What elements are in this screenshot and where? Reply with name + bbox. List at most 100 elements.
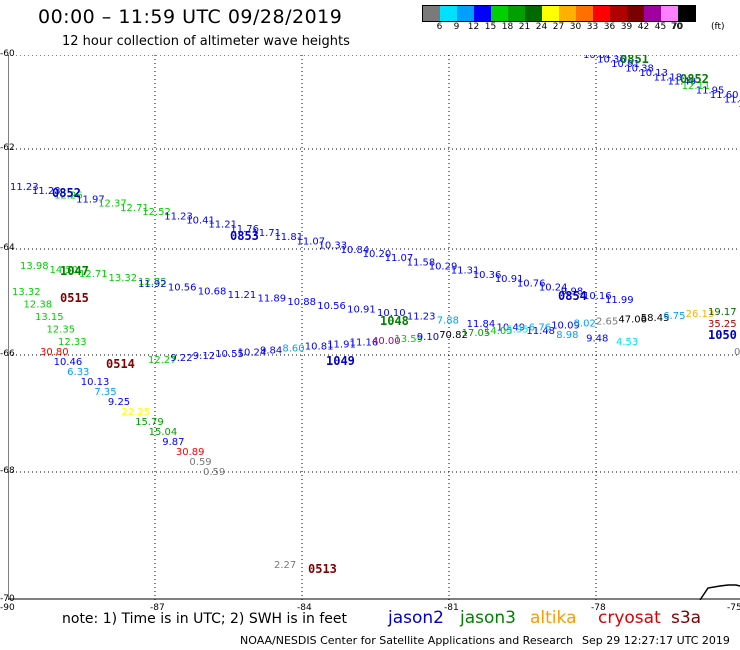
color-swatch <box>610 6 627 21</box>
latitude-label: -64 <box>0 243 15 253</box>
longitude-label: -90 <box>0 603 15 613</box>
wave-height-value: 8.98 <box>556 330 578 341</box>
wave-height-value: 35.25 <box>708 319 737 330</box>
wave-height-value: 11.81 <box>274 232 303 243</box>
wave-height-value: 10.51 <box>583 55 612 61</box>
wave-height-value: 11.29 <box>738 99 740 110</box>
wave-height-value: 10.91 <box>611 59 640 70</box>
page-subtitle: 12 hour collection of altimeter wave hei… <box>62 34 350 49</box>
wave-height-map[interactable]: 10.5110.3610.9110.3810.1311.1811.4912.11… <box>8 55 740 600</box>
wave-height-value: 13.32 <box>109 273 138 284</box>
wave-height-value: 10.46 <box>54 357 83 368</box>
wave-height-value: 10.24 <box>238 347 267 358</box>
wave-height-value: 10.29 <box>429 262 458 273</box>
wave-height-value: 10.33 <box>319 241 348 252</box>
wave-height-value: 11.23 <box>10 182 39 193</box>
color-swatch <box>559 6 576 21</box>
wave-height-value: 0. <box>734 347 740 358</box>
color-swatch <box>440 6 457 21</box>
wave-height-value: 26.13 <box>686 309 715 320</box>
wave-height-value: 12.52 <box>142 207 171 218</box>
wave-height-value: 12.75 <box>138 277 167 288</box>
pass-time-label[interactable]: 0854 <box>558 289 587 303</box>
longitude-label: -78 <box>591 603 606 613</box>
wave-height-value: 12.33 <box>58 337 87 348</box>
wave-height-value: 10.76 <box>517 278 546 289</box>
wave-height-value: 10.20 <box>363 249 392 260</box>
wave-height-value: 10.84 <box>341 245 370 256</box>
wave-height-value: 11.99 <box>605 295 634 306</box>
color-scale-label: 70 <box>671 22 684 32</box>
color-swatch <box>593 6 610 21</box>
pass-time-label[interactable]: 1048 <box>380 314 409 328</box>
wave-height-value: 15.79 <box>135 417 164 428</box>
wave-height-value: 9.10 <box>417 332 439 343</box>
latitude-label: -68 <box>0 466 15 476</box>
wave-height-value: 10.16 <box>583 291 612 302</box>
wave-height-value: 6.75 <box>663 311 685 322</box>
pass-time-label[interactable]: 0852 <box>680 72 709 86</box>
wave-height-value: 0.59 <box>203 467 225 478</box>
wave-height-value: 10.49 <box>497 323 526 334</box>
pass-time-label[interactable]: 1050 <box>708 328 737 342</box>
pass-time-label[interactable]: 0853 <box>230 229 259 243</box>
wave-height-value: 8.02 <box>574 319 596 330</box>
color-scale-label: 15 <box>484 22 497 32</box>
wave-height-value: 7.88 <box>437 315 459 326</box>
wave-height-value: 11.31 <box>451 266 480 277</box>
wave-height-value: 10.36 <box>597 55 626 65</box>
legend-item-altika: altika <box>530 608 577 628</box>
pass-time-label[interactable]: 0513 <box>308 562 337 576</box>
wave-height-value: 40.00 <box>372 336 401 347</box>
latitude-label: -62 <box>0 143 15 153</box>
pass-time-label[interactable]: 0515 <box>60 291 89 305</box>
latitude-label: -60 <box>0 49 15 59</box>
legend-item-jason2: jason2 <box>388 608 444 628</box>
wave-height-value: 11.58 <box>407 257 436 268</box>
longitude-label: -81 <box>444 603 459 613</box>
wave-height-value: 9.87 <box>162 437 184 448</box>
wave-height-value: 10.88 <box>287 297 316 308</box>
color-scale-label: 45 <box>654 22 667 32</box>
page-title: 00:00 – 11:59 UTC 09/28/2019 <box>38 6 343 28</box>
color-swatch <box>525 6 542 21</box>
wave-height-value: 30.89 <box>176 447 205 458</box>
color-swatch <box>661 6 678 21</box>
pass-time-label[interactable]: 0852 <box>52 186 81 200</box>
wave-height-value: 11.76 <box>230 224 259 235</box>
pass-time-label[interactable]: 0851 <box>620 55 649 66</box>
wave-height-value: 11.16 <box>724 95 740 106</box>
color-scale-label: 21 <box>518 22 531 32</box>
color-swatch <box>474 6 491 21</box>
wave-height-value: 10.10 <box>377 308 406 319</box>
color-scale-unit: (ft) <box>711 22 725 32</box>
wave-height-value: 10.68 <box>198 286 227 297</box>
wave-height-value: 6.76 <box>529 322 551 333</box>
wave-height-value: 13.98 <box>20 261 49 272</box>
credit-text: NOAA/NESDIS Center for Satellite Applica… <box>240 634 574 647</box>
wave-height-value: 11.60 <box>710 90 739 101</box>
wave-height-value: 10.56 <box>168 283 197 294</box>
color-swatch <box>678 6 695 21</box>
color-swatch <box>542 6 559 21</box>
wave-height-value: 70.82 <box>439 330 468 341</box>
pass-time-label[interactable]: 1047 <box>60 264 89 278</box>
wave-height-value: 11.84 <box>467 319 496 330</box>
wave-height-value: 13.32 <box>12 287 41 298</box>
wave-height-value: 11.23 <box>164 211 193 222</box>
color-scale-label: 70 <box>670 22 683 32</box>
wave-height-value: 47.06 <box>618 315 647 326</box>
wave-height-value: 9.12 <box>193 351 215 362</box>
wave-height-value: 10.55 <box>215 349 244 360</box>
pass-time-label[interactable]: 0514 <box>106 357 135 371</box>
color-scale-label: 42 <box>637 22 650 32</box>
generated-timestamp: Sep 29 12:27:17 UTC 2019 <box>582 634 730 647</box>
wave-height-value: 12.38 <box>24 300 53 311</box>
pass-time-label[interactable]: 1049 <box>326 354 355 368</box>
color-scale-label: 24 <box>535 22 548 32</box>
wave-height-value: 58.45 <box>641 313 670 324</box>
map-plot-area[interactable]: 10.51 10.36 10.91 10.38 10.13 11.18 11.49 12.11… <box>8 55 740 600</box>
latitude-label: -70 <box>0 594 15 604</box>
wave-height-value: 11.16 <box>350 338 379 349</box>
wave-height-value: 10.91 <box>495 274 524 285</box>
